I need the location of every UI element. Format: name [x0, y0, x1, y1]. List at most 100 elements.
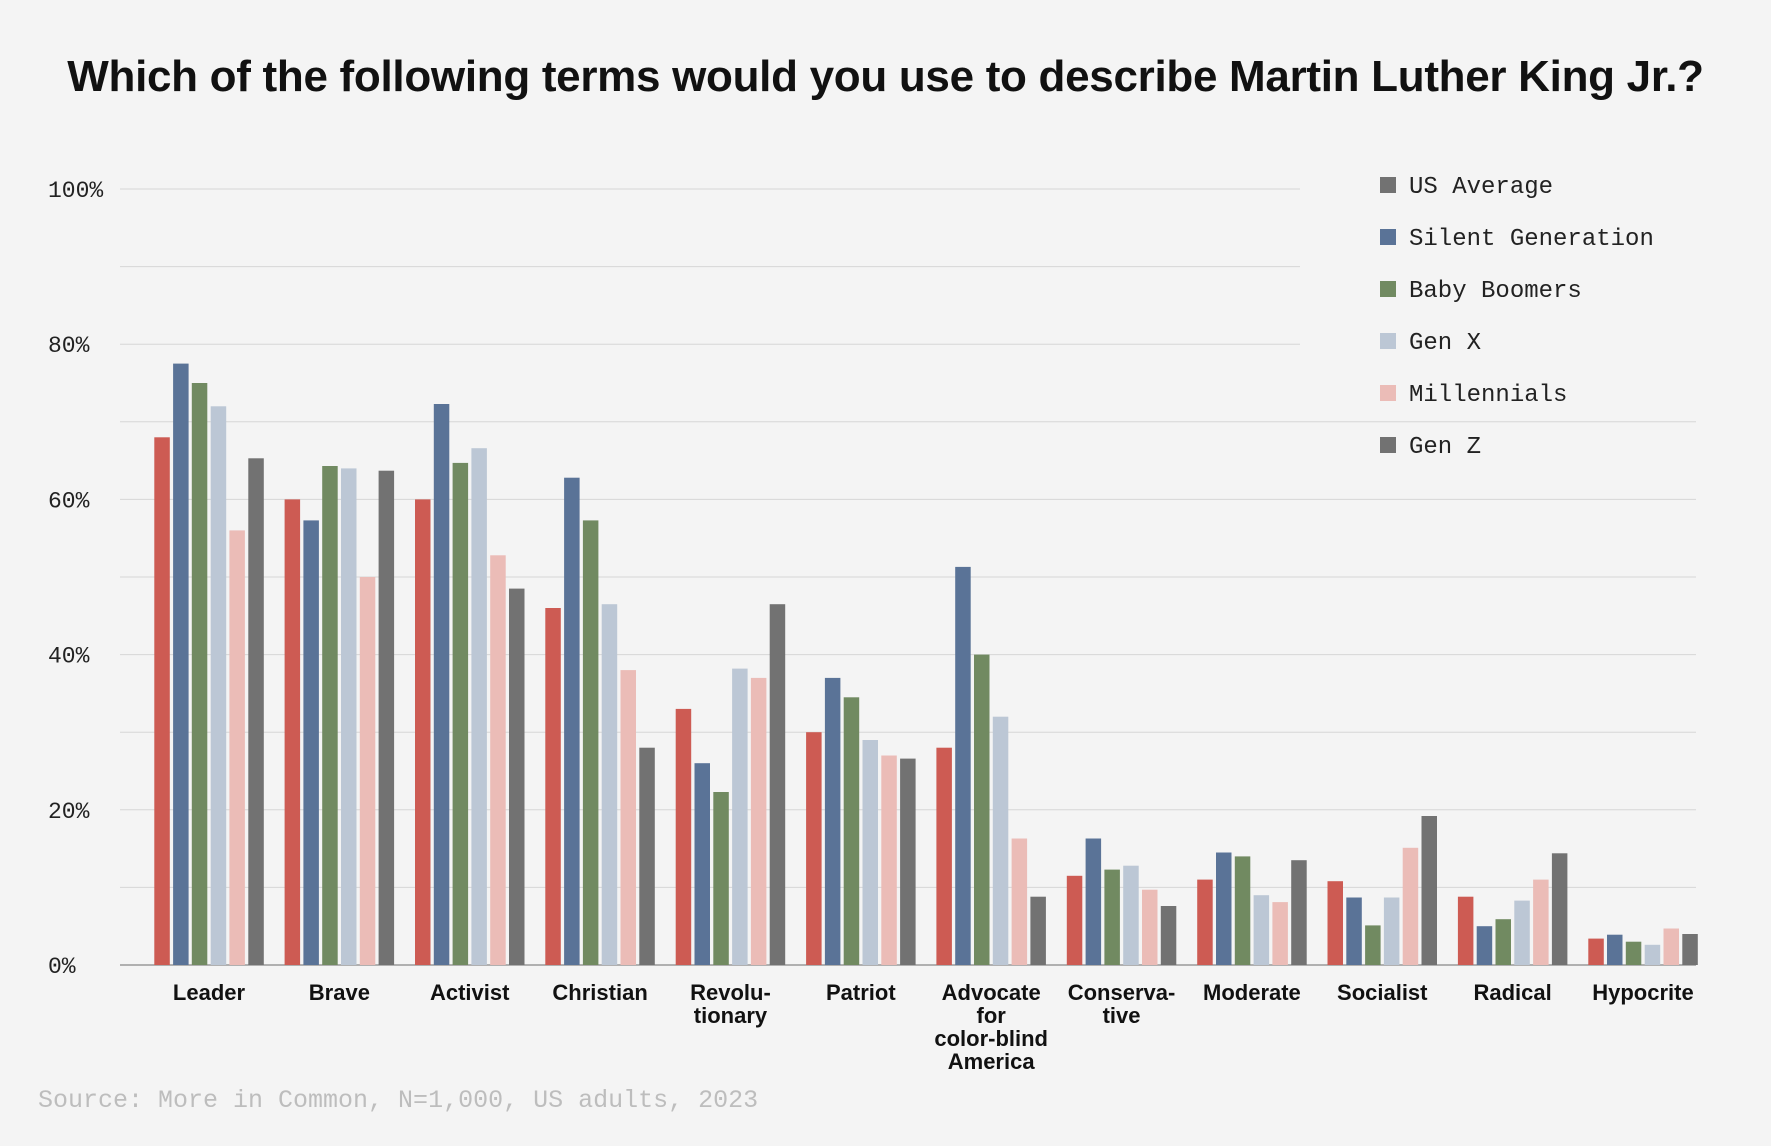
bar: [471, 448, 487, 965]
bar: [974, 654, 990, 965]
legend-label: Baby Boomers: [1409, 278, 1582, 305]
bar: [1383, 897, 1400, 965]
y-tick-label: 100%: [48, 178, 103, 204]
legend-swatch: [1380, 437, 1396, 453]
x-category-label: Activist: [430, 980, 510, 1005]
bar: [1457, 896, 1474, 965]
bar: [806, 732, 822, 965]
bar: [359, 577, 376, 965]
bar: [1085, 838, 1102, 965]
legend-label: Silent Generation: [1409, 226, 1654, 253]
x-category-label: Christian: [552, 980, 647, 1005]
x-category-label-line: for: [977, 1003, 1007, 1028]
bar: [955, 566, 971, 965]
y-tick-label: 80%: [48, 333, 90, 359]
bar: [1607, 934, 1623, 965]
x-category-label: Leader: [173, 980, 246, 1005]
bars: [154, 363, 1698, 966]
bar: [713, 792, 729, 965]
x-category-label: Patriot: [826, 980, 896, 1005]
bar: [341, 468, 357, 965]
bar: [639, 747, 655, 965]
bar: [1253, 895, 1270, 965]
bar: [490, 555, 506, 965]
bar: [881, 755, 897, 965]
bar: [1234, 856, 1251, 965]
bar: [284, 499, 301, 965]
x-category-label-line: Patriot: [826, 980, 896, 1005]
bar: [1682, 934, 1698, 965]
x-category-label-line: America: [948, 1049, 1036, 1074]
bar: [694, 763, 710, 965]
x-category-label: Hypocrite: [1592, 980, 1693, 1005]
x-category-label-line: Activist: [430, 980, 510, 1005]
bar: [564, 477, 580, 965]
bar: [1495, 919, 1511, 965]
bar: [1066, 875, 1083, 965]
bar: [1514, 900, 1530, 965]
bar: [843, 697, 860, 965]
legend: US Average Silent Generation Baby Boomers G…: [1380, 174, 1654, 461]
legend-swatch: [1380, 385, 1396, 401]
bar: [210, 406, 227, 965]
legend-swatch: [1380, 281, 1396, 297]
x-category-label: Revolu-tionary: [690, 980, 771, 1028]
x-category-label-line: Brave: [309, 980, 370, 1005]
bar: [675, 708, 692, 965]
bar: [173, 363, 189, 966]
y-tick-label: 40%: [48, 644, 90, 670]
bar: [1346, 897, 1362, 965]
bar: [1197, 879, 1213, 965]
bar: [1123, 865, 1139, 965]
x-category-label: Socialist: [1337, 980, 1428, 1005]
y-tick-label: 60%: [48, 488, 90, 514]
chart-title: Which of the following terms would you u…: [67, 52, 1704, 101]
bar: [1551, 853, 1568, 965]
x-category-label-line: Revolu-: [690, 980, 771, 1005]
bar: [545, 608, 561, 965]
x-category-label-line: color-blind: [934, 1026, 1048, 1051]
legend-label: Gen Z: [1409, 434, 1481, 461]
bar: [1365, 925, 1381, 965]
x-category-label-line: Socialist: [1337, 980, 1428, 1005]
bar: [452, 462, 469, 965]
bar: [1160, 906, 1177, 965]
x-category-label-line: Leader: [173, 980, 246, 1005]
bar: [601, 604, 618, 965]
bar: [1142, 889, 1158, 965]
bar: [154, 437, 170, 965]
legend-label: Gen X: [1409, 330, 1481, 357]
bar: [824, 677, 841, 965]
bar: [1533, 879, 1549, 965]
source-note: Source: More in Common, N=1,000, US adul…: [38, 1086, 759, 1115]
bar: [229, 530, 245, 965]
bar: [1588, 938, 1604, 965]
bar: [620, 670, 636, 965]
bar: [992, 716, 1009, 965]
x-category-label-line: Christian: [552, 980, 647, 1005]
bar: [936, 747, 952, 965]
bar: [415, 499, 431, 965]
bar: [1476, 926, 1493, 965]
legend-swatch: [1380, 177, 1396, 193]
bar: [1104, 869, 1120, 965]
legend-swatch: [1380, 333, 1396, 349]
x-category-label: Advocate for color-blind America: [934, 980, 1048, 1074]
bar: [1216, 852, 1232, 965]
x-category-label: Conserva-tive: [1068, 980, 1176, 1028]
bar: [303, 520, 319, 965]
bar: [1327, 881, 1343, 965]
legend-label: US Average: [1409, 174, 1553, 201]
x-category-label-line: tive: [1103, 1003, 1141, 1028]
bar: [378, 470, 395, 965]
bar: [900, 758, 916, 965]
x-category-label: Radical: [1474, 980, 1552, 1005]
bar: [1011, 838, 1028, 965]
y-axis-ticks: 0% 20% 40% 60% 80% 100%: [48, 178, 103, 980]
x-category-label: Brave: [309, 980, 370, 1005]
bar: [769, 604, 786, 965]
bar: [1421, 816, 1437, 965]
y-tick-label: 20%: [48, 799, 90, 825]
bar: [1663, 928, 1679, 965]
